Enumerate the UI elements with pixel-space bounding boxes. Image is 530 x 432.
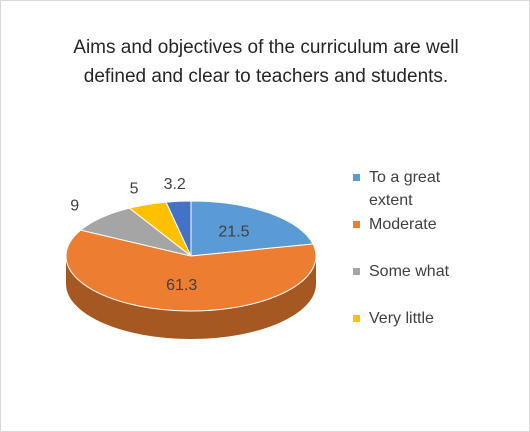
pie-slice xyxy=(65,229,317,312)
data-label: 5 xyxy=(130,180,139,197)
data-label: 9 xyxy=(70,197,79,214)
pie-slice xyxy=(190,200,314,257)
legend-swatch xyxy=(353,174,360,181)
chart-title: Aims and objectives of the curriculum ar… xyxy=(73,37,459,87)
legend-label: Some what xyxy=(369,263,450,280)
legend-item: To a great extent xyxy=(353,166,479,213)
legend-swatch xyxy=(353,221,360,228)
legend-label: To a great extent xyxy=(369,169,441,209)
legend-item: Some what xyxy=(353,260,479,307)
pie-slice xyxy=(165,200,192,257)
legend: To a great extent Moderate Some what Very l… xyxy=(353,166,523,354)
legend-item: Moderate xyxy=(353,213,479,260)
legend-item: Very little xyxy=(353,307,479,354)
data-label: 3.2 xyxy=(164,176,186,193)
legend-label: Very little xyxy=(369,310,434,327)
legend-swatch xyxy=(353,268,360,275)
pie-side xyxy=(66,256,316,339)
legend-label: Moderate xyxy=(369,216,437,233)
data-label: 61.3 xyxy=(166,277,197,294)
data-label: 21.5 xyxy=(218,224,249,241)
legend-swatch xyxy=(353,315,360,322)
